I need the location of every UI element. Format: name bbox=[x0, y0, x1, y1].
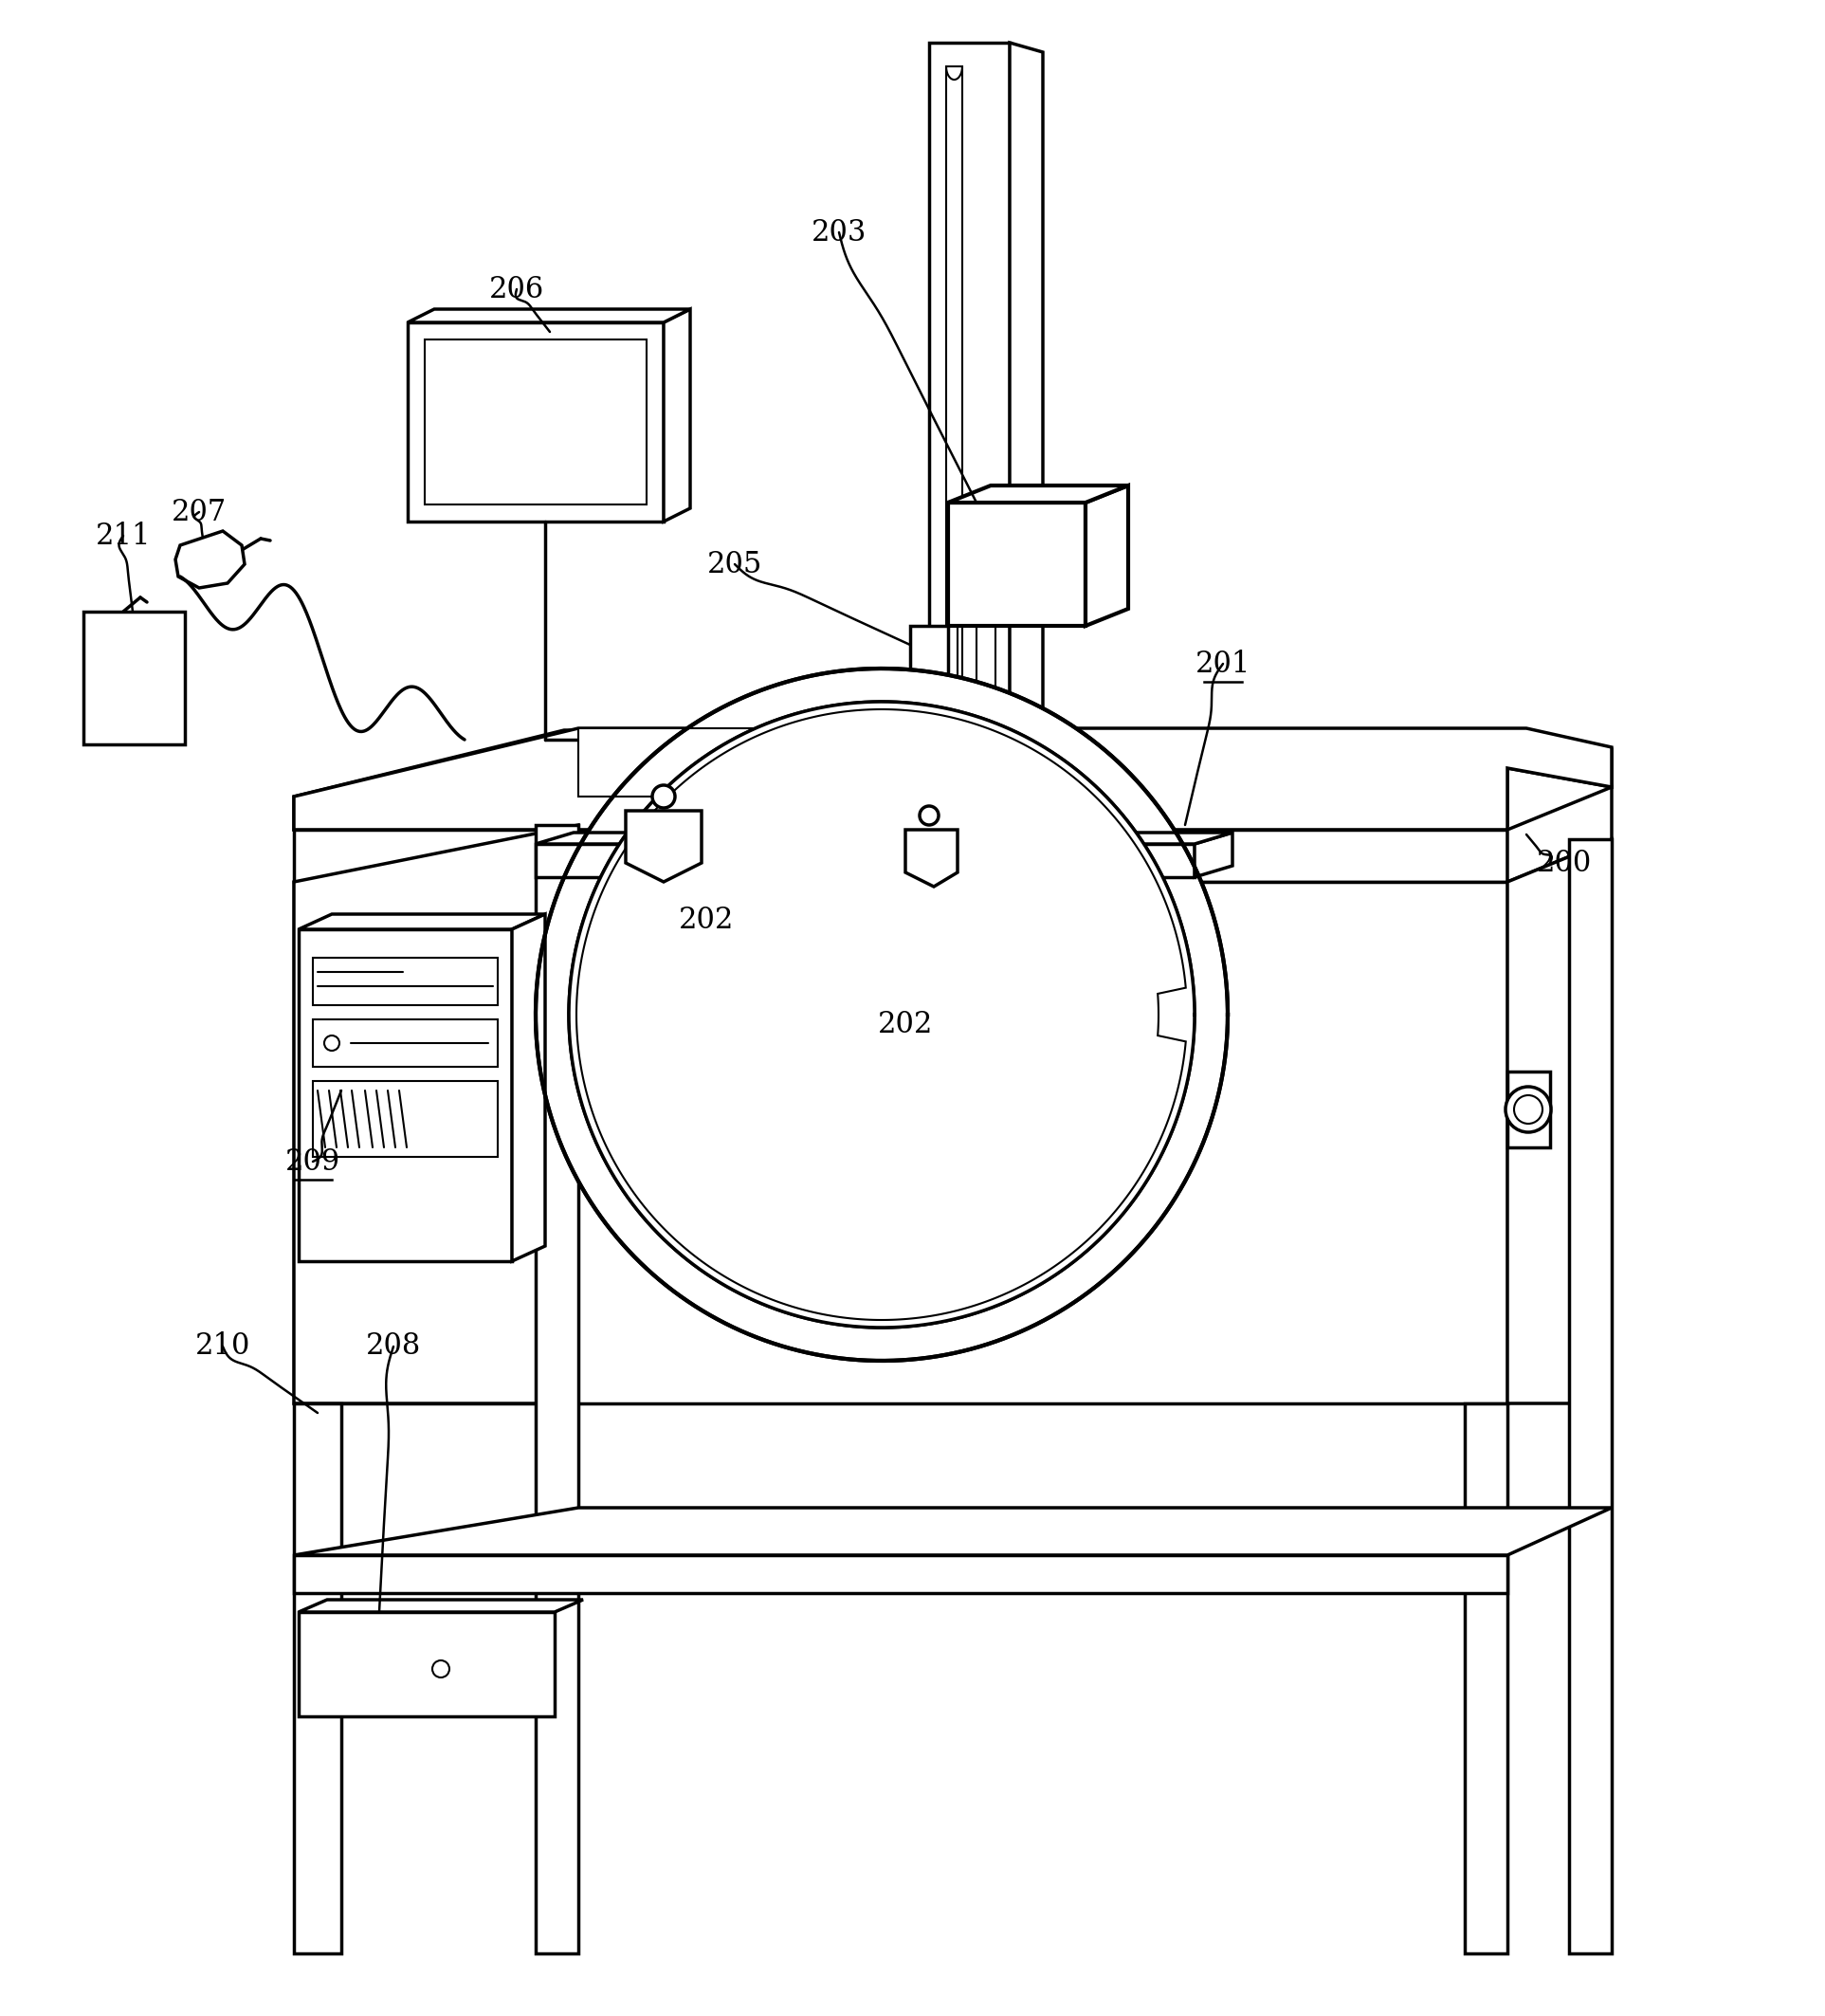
Text: 203: 203 bbox=[812, 218, 867, 248]
Polygon shape bbox=[294, 1508, 1611, 1554]
Polygon shape bbox=[299, 929, 513, 1262]
Polygon shape bbox=[1195, 833, 1232, 877]
Polygon shape bbox=[579, 728, 929, 796]
Polygon shape bbox=[312, 1020, 498, 1066]
Polygon shape bbox=[294, 730, 1611, 831]
Text: 202: 202 bbox=[679, 905, 734, 935]
Polygon shape bbox=[1009, 42, 1042, 806]
Polygon shape bbox=[1507, 1073, 1549, 1147]
Polygon shape bbox=[425, 339, 646, 504]
Text: 207: 207 bbox=[172, 498, 226, 526]
Polygon shape bbox=[537, 845, 1195, 877]
Polygon shape bbox=[299, 1613, 555, 1716]
Polygon shape bbox=[664, 308, 690, 522]
Polygon shape bbox=[537, 833, 1232, 845]
Polygon shape bbox=[537, 669, 1228, 1361]
Text: 211: 211 bbox=[95, 520, 151, 550]
Polygon shape bbox=[407, 323, 664, 522]
Polygon shape bbox=[294, 881, 1507, 1403]
Circle shape bbox=[1506, 1087, 1551, 1133]
Text: 206: 206 bbox=[489, 274, 544, 304]
Polygon shape bbox=[577, 710, 1186, 1320]
Polygon shape bbox=[1570, 839, 1611, 1954]
Text: 202: 202 bbox=[878, 1010, 933, 1038]
Text: 201: 201 bbox=[1195, 649, 1250, 679]
Text: 210: 210 bbox=[195, 1333, 250, 1361]
Polygon shape bbox=[294, 825, 579, 1403]
Polygon shape bbox=[513, 913, 546, 1262]
Circle shape bbox=[325, 1036, 339, 1050]
Polygon shape bbox=[1507, 786, 1611, 881]
Polygon shape bbox=[294, 728, 1611, 831]
Text: 205: 205 bbox=[706, 550, 763, 579]
Polygon shape bbox=[947, 486, 1128, 502]
Circle shape bbox=[1515, 1095, 1542, 1123]
Polygon shape bbox=[299, 913, 546, 929]
Polygon shape bbox=[569, 702, 1195, 1329]
Polygon shape bbox=[537, 825, 579, 1954]
Polygon shape bbox=[294, 1554, 1507, 1593]
Polygon shape bbox=[1086, 486, 1128, 625]
Text: 209: 209 bbox=[285, 1147, 341, 1175]
Polygon shape bbox=[312, 1081, 498, 1157]
Polygon shape bbox=[294, 1403, 341, 1954]
Circle shape bbox=[652, 784, 675, 808]
Polygon shape bbox=[911, 625, 947, 683]
Polygon shape bbox=[175, 530, 245, 589]
Polygon shape bbox=[947, 502, 1086, 625]
Text: 200: 200 bbox=[1537, 849, 1591, 877]
Polygon shape bbox=[294, 831, 1507, 881]
Polygon shape bbox=[1042, 784, 1077, 825]
Polygon shape bbox=[1465, 1403, 1507, 1954]
Polygon shape bbox=[1507, 839, 1611, 1403]
Polygon shape bbox=[626, 810, 701, 881]
Text: 208: 208 bbox=[365, 1333, 422, 1361]
Polygon shape bbox=[929, 42, 1009, 796]
Polygon shape bbox=[905, 831, 958, 887]
Polygon shape bbox=[407, 308, 690, 323]
Circle shape bbox=[433, 1661, 449, 1677]
Polygon shape bbox=[84, 611, 184, 744]
Polygon shape bbox=[891, 796, 1042, 825]
Polygon shape bbox=[312, 958, 498, 1006]
Circle shape bbox=[920, 806, 938, 825]
Polygon shape bbox=[299, 1601, 582, 1613]
Polygon shape bbox=[945, 67, 962, 712]
